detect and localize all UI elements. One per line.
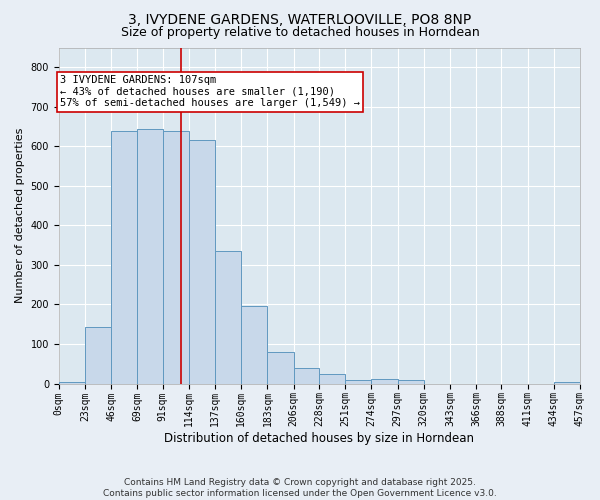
Bar — [554, 382, 580, 384]
Bar — [189, 140, 215, 384]
Bar — [215, 251, 241, 384]
X-axis label: Distribution of detached houses by size in Horndean: Distribution of detached houses by size … — [164, 432, 475, 445]
Bar — [398, 380, 424, 384]
Bar — [294, 368, 319, 384]
Bar — [85, 327, 111, 384]
Text: 3 IVYDENE GARDENS: 107sqm
← 43% of detached houses are smaller (1,190)
57% of se: 3 IVYDENE GARDENS: 107sqm ← 43% of detac… — [60, 75, 360, 108]
Text: Size of property relative to detached houses in Horndean: Size of property relative to detached ho… — [121, 26, 479, 39]
Bar — [319, 374, 345, 384]
Bar — [59, 382, 85, 384]
Bar — [137, 128, 163, 384]
Bar — [111, 130, 137, 384]
Y-axis label: Number of detached properties: Number of detached properties — [15, 128, 25, 303]
Text: Contains HM Land Registry data © Crown copyright and database right 2025.
Contai: Contains HM Land Registry data © Crown c… — [103, 478, 497, 498]
Bar — [268, 352, 294, 384]
Bar — [241, 306, 268, 384]
Bar — [163, 130, 189, 384]
Text: 3, IVYDENE GARDENS, WATERLOOVILLE, PO8 8NP: 3, IVYDENE GARDENS, WATERLOOVILLE, PO8 8… — [128, 12, 472, 26]
Bar — [345, 380, 371, 384]
Bar — [371, 379, 398, 384]
